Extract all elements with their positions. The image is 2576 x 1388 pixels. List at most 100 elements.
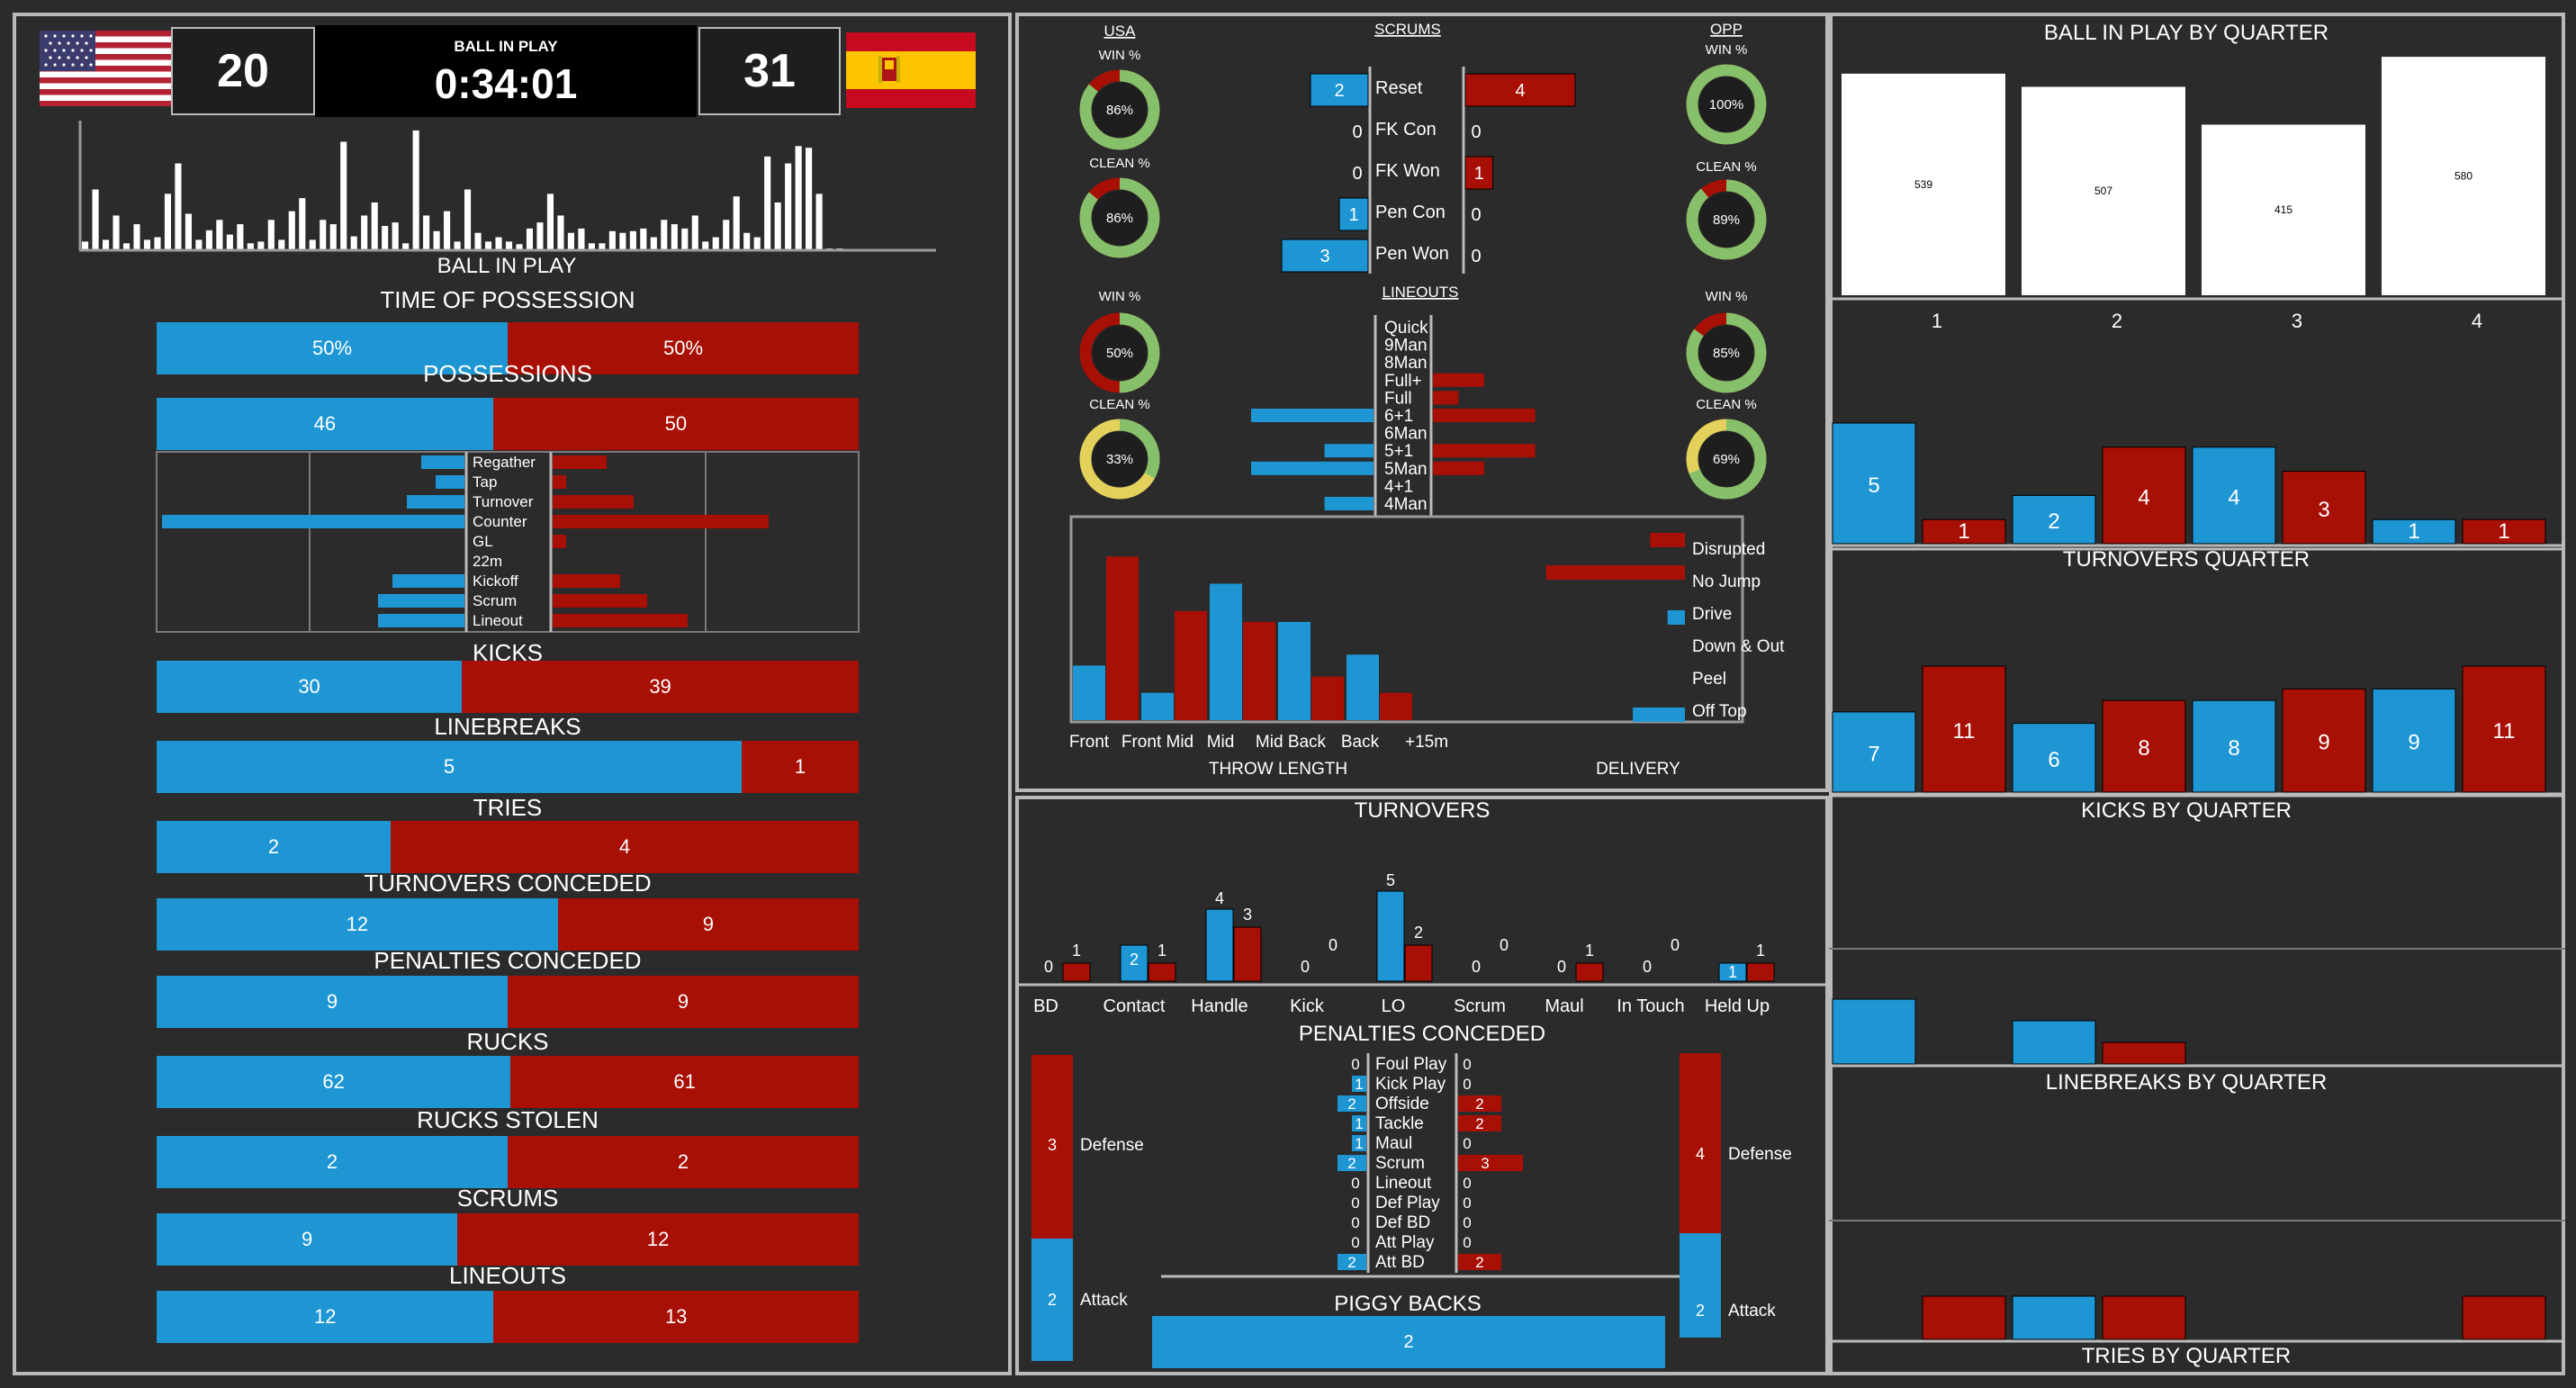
stat-bar-us: 46 [157,398,493,450]
lineout-bar-opp [1433,409,1536,422]
turnovers-quarter-value-us: 5 [1868,473,1879,498]
scrum-value-us: 0 [1352,122,1362,142]
turnover-value-us: 1 [1728,963,1737,981]
poss-bar-us [436,475,464,489]
spark-bar [806,148,813,250]
stat-title: RUCKS [466,1028,549,1055]
spark-bar [444,211,451,250]
win-label: WIN % [1099,48,1141,63]
pen-opp-defense-value: 4 [1696,1145,1705,1163]
turnover-value-us: 0 [1643,958,1652,976]
turnover-value-opp: 1 [1585,942,1594,960]
throw-category-label: Mid Back [1256,733,1327,752]
pen-category-label: Scrum [1375,1154,1425,1173]
scrum-value-opp: 0 [1471,122,1481,142]
poss-bar-opp [553,455,607,469]
spark-bar [205,230,212,250]
poss-bar-opp [553,515,769,528]
tries-quarter-bar-us [2012,1295,2096,1340]
turnover-category-label: Held Up [1705,996,1770,1016]
pen-category-label: Att Play [1375,1233,1435,1252]
turnover-bar-opp [1062,962,1091,982]
opp-scrum-win-value: 100% [1709,97,1743,113]
clean-label: CLEAN % [1696,159,1757,175]
spark-bar [216,220,223,250]
turnovers-quarter-bar-us [2192,446,2276,545]
spark-bar [82,241,89,250]
ball-in-play-quarter-value: 539 [1914,178,1932,191]
turnover-category-label: Contact [1103,996,1166,1016]
stat-bar-opp: 2 [508,1136,859,1188]
spark-bar [309,239,316,250]
spark-bar [691,215,698,250]
scrum-category-label: FK Con [1375,120,1437,140]
spark-bar [433,230,440,250]
spark-bar [454,241,461,250]
turnover-category-label: Maul [1545,996,1583,1016]
stat-bar-us: 2 [157,821,391,873]
delivery-category-label: Down & Out [1692,637,1785,656]
throw-bar-opp [1311,676,1344,720]
away-score: 31 [698,27,841,115]
pen-bar-us [1352,1135,1366,1151]
linebreaks-quarter-title: LINEBREAKS BY QUARTER [2046,1070,2328,1095]
game-clock: BALL IN PLAY 0:34:01 [315,25,697,117]
pen-value-us: 2 [1347,1155,1356,1172]
poss-bar-us [392,574,464,588]
spark-bar [557,215,564,250]
spark-bar [536,222,544,250]
lineout-category-label: 9Man [1384,337,1428,356]
spark-bar [299,198,306,250]
spark-bar [588,243,595,250]
stat-bar-us: 5 [157,741,742,793]
spark-bar [567,232,574,250]
spark-bar [350,236,357,250]
pen-defense-label: Defense [1080,1136,1144,1155]
spark-bar [785,163,792,250]
lineout-bar-opp [1433,461,1484,475]
poss-bar-opp [553,594,647,608]
scrum-value-us: 2 [1334,81,1344,101]
spark-bar [164,194,172,250]
turnover-value-us: 2 [1130,951,1139,969]
spark-bar [175,163,182,250]
scrum-bar-us [1281,239,1369,273]
stat-bar-opp: 13 [493,1291,859,1343]
tries-quarter-bar-opp [1922,1295,2006,1340]
turnover-value-opp: 0 [1500,936,1509,954]
turnover-value-opp: 1 [1157,942,1166,960]
turnovers-quarter-value-opp: 1 [2498,519,2509,544]
lineout-bar-us [1251,461,1374,475]
poss-bar-us [378,594,464,608]
scrum-bar-opp [1464,156,1493,190]
kicks-quarter-value-opp: 9 [2318,731,2329,755]
spark-bar [154,237,161,250]
ball-in-play-quarter-value: 415 [2274,203,2292,216]
scrums-title: SCRUMS [1374,21,1441,38]
kicks-quarter-value-us: 6 [2048,748,2059,772]
opp-lineout-win-value: 85% [1713,346,1740,361]
throw-bar-opp [1243,621,1275,720]
poss-bar-opp [553,475,566,489]
win-label: WIN % [1706,42,1748,58]
poss-category-label: Tap [473,473,497,491]
kicks-quarter-bar-us [2372,688,2456,793]
delivery-category-label: Drive [1692,605,1732,624]
usa-lineout-win-value: 50% [1106,346,1133,361]
spark-bar [495,237,502,250]
turnovers-quarter-value-opp: 3 [2318,498,2329,522]
turnovers-quarter-bar-opp [2462,518,2546,545]
stat-title: TRIES [473,794,543,821]
quarter-label: 1 [1932,310,1942,332]
turnovers-quarter-bar-us [2012,494,2096,545]
scrum-category-label: FK Won [1375,161,1440,181]
stat-bar-opp: 4 [390,821,859,873]
spark-bar [143,239,151,250]
lineouts-title: LINEOUTS [1382,284,1458,301]
pen-opp-attack-value: 2 [1696,1302,1705,1320]
turnover-bar-opp [1148,962,1176,982]
home-score: 20 [171,27,315,115]
kicks-quarter-title: KICKS BY QUARTER [2081,798,2292,823]
scrum-category-label: Reset [1375,78,1423,98]
spark-bar [619,232,626,250]
